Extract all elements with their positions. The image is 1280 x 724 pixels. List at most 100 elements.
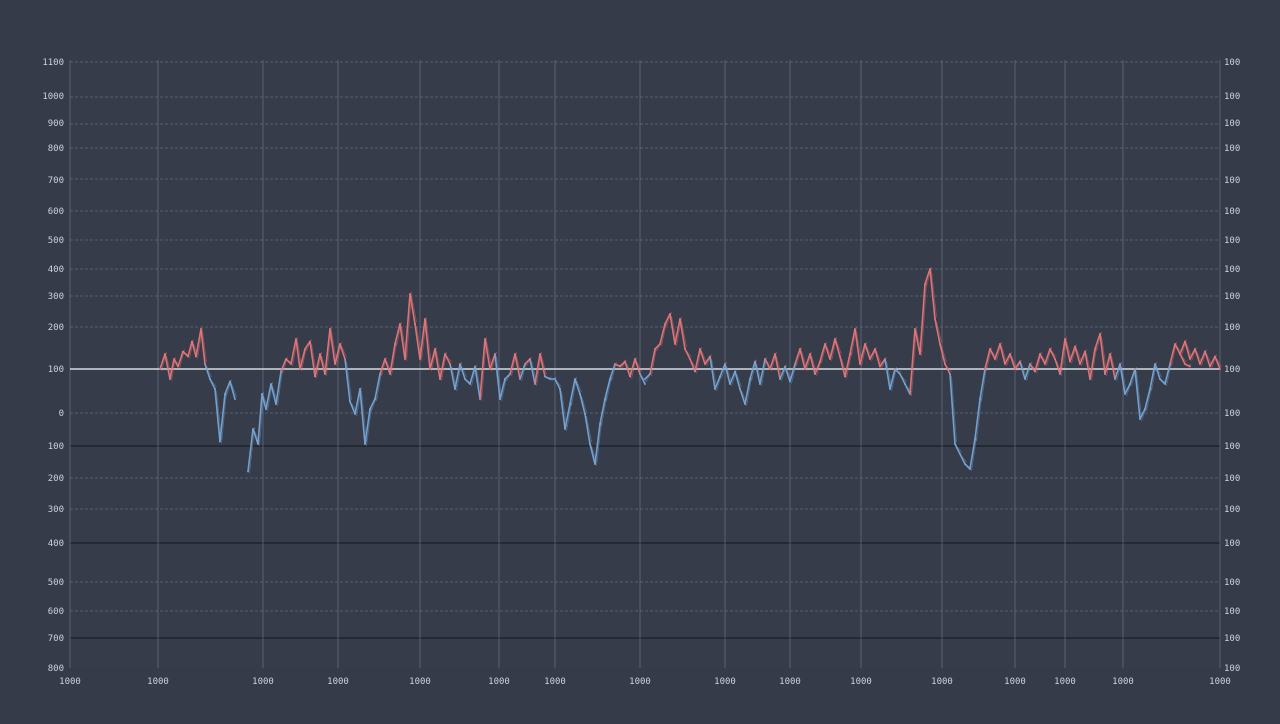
series-point bbox=[309, 340, 311, 343]
series-segment bbox=[724, 363, 731, 385]
series-segment bbox=[304, 340, 311, 350]
series-point bbox=[1154, 363, 1156, 365]
x-tick-label: 1000 bbox=[59, 677, 81, 687]
series-point bbox=[404, 358, 406, 360]
series-point bbox=[924, 283, 926, 285]
series-segment-shadow bbox=[981, 366, 987, 402]
series-point bbox=[209, 378, 211, 380]
x-tick-label: 1000 bbox=[147, 677, 169, 687]
y-tick-label-right: 100 bbox=[1224, 323, 1240, 333]
series-segment bbox=[804, 353, 811, 370]
series-segment bbox=[784, 365, 791, 383]
series-point bbox=[494, 353, 496, 355]
series-segment bbox=[182, 350, 189, 358]
series-segment-shadow bbox=[681, 320, 687, 348]
series-segment-shadow bbox=[361, 390, 367, 443]
series-point bbox=[1069, 360, 1071, 363]
series-segment bbox=[1129, 368, 1136, 385]
y-tick-label-left: 700 bbox=[48, 176, 64, 186]
series-segment-shadow bbox=[1186, 364, 1192, 367]
y-tick-label-left: 300 bbox=[48, 292, 64, 302]
series-point bbox=[265, 408, 267, 410]
series-segment-shadow bbox=[1196, 350, 1202, 363]
series-segment bbox=[514, 353, 521, 380]
y-tick-label-right: 100 bbox=[1224, 634, 1240, 644]
series-point bbox=[619, 365, 621, 368]
x-tick-label: 1000 bbox=[779, 677, 801, 687]
series-segment bbox=[1084, 350, 1091, 380]
series-segment bbox=[359, 388, 366, 445]
series-segment-shadow bbox=[211, 380, 217, 388]
series-point bbox=[409, 293, 411, 295]
series-segment bbox=[1204, 350, 1211, 368]
series-4 bbox=[644, 266, 987, 472]
series-segment bbox=[169, 358, 175, 380]
series-segment bbox=[200, 328, 206, 365]
series-point bbox=[1059, 373, 1061, 375]
series-segment-shadow bbox=[876, 350, 882, 365]
series-segment bbox=[1104, 353, 1111, 375]
series-point bbox=[1049, 348, 1051, 350]
series-segment-shadow bbox=[1101, 335, 1107, 373]
x-tick-label: 1000 bbox=[1112, 677, 1134, 687]
series-segment bbox=[704, 355, 711, 365]
series-segment bbox=[579, 393, 586, 415]
series-segment-shadow bbox=[746, 376, 752, 407]
series-segment bbox=[334, 343, 341, 365]
series-segment-shadow bbox=[1091, 346, 1097, 382]
series-point bbox=[261, 393, 263, 395]
series-segment bbox=[529, 358, 536, 385]
series-segment-shadow bbox=[521, 361, 527, 382]
series-point bbox=[554, 378, 556, 380]
series-segment bbox=[344, 358, 351, 403]
series-point bbox=[769, 368, 771, 370]
series-point bbox=[1144, 408, 1146, 410]
series-segment-shadow bbox=[1111, 355, 1117, 378]
series-segment-shadow bbox=[596, 421, 602, 467]
series-point bbox=[894, 368, 896, 370]
series-segment bbox=[164, 353, 171, 380]
y-tick-label-left: 900 bbox=[48, 119, 64, 129]
y-tick-label-right: 100 bbox=[1224, 265, 1240, 275]
series-point bbox=[784, 365, 786, 368]
series-segment-shadow bbox=[946, 365, 952, 373]
series-segment bbox=[339, 343, 346, 360]
series-segment bbox=[694, 348, 701, 373]
series-segment-shadow bbox=[816, 359, 822, 377]
series-point bbox=[914, 328, 916, 330]
series-point bbox=[1019, 360, 1021, 363]
series-point bbox=[989, 348, 991, 350]
series-segment bbox=[914, 328, 921, 355]
series-point bbox=[214, 388, 216, 390]
series-point bbox=[874, 348, 876, 350]
series-point bbox=[854, 328, 856, 330]
chart-series bbox=[159, 266, 1222, 474]
series-segment bbox=[964, 463, 971, 470]
series-point bbox=[764, 358, 766, 360]
series-segment bbox=[369, 398, 376, 410]
series-point bbox=[499, 398, 501, 400]
series-point bbox=[1114, 378, 1116, 380]
series-segment bbox=[439, 353, 446, 380]
series-segment bbox=[285, 358, 292, 365]
series-segment-shadow bbox=[581, 395, 587, 413]
y-tick-label-right: 100 bbox=[1224, 539, 1240, 549]
y-tick-label-right: 100 bbox=[1224, 365, 1240, 375]
series-segment bbox=[429, 348, 436, 370]
series-segment bbox=[984, 348, 991, 370]
series-segment bbox=[1029, 363, 1036, 373]
series-segment-shadow bbox=[641, 375, 647, 383]
series-segment bbox=[314, 353, 321, 378]
series-segment-shadow bbox=[901, 375, 907, 383]
series-point bbox=[1189, 358, 1191, 360]
series-segment-shadow bbox=[856, 330, 862, 363]
series-point bbox=[879, 365, 881, 368]
series-segment bbox=[479, 338, 486, 400]
series-segment-shadow bbox=[277, 369, 283, 407]
series-segment bbox=[177, 350, 184, 368]
series-point bbox=[744, 403, 746, 405]
series-segment bbox=[789, 363, 796, 383]
series-segment bbox=[749, 360, 756, 380]
series-point bbox=[1109, 353, 1111, 355]
series-point bbox=[959, 453, 961, 455]
